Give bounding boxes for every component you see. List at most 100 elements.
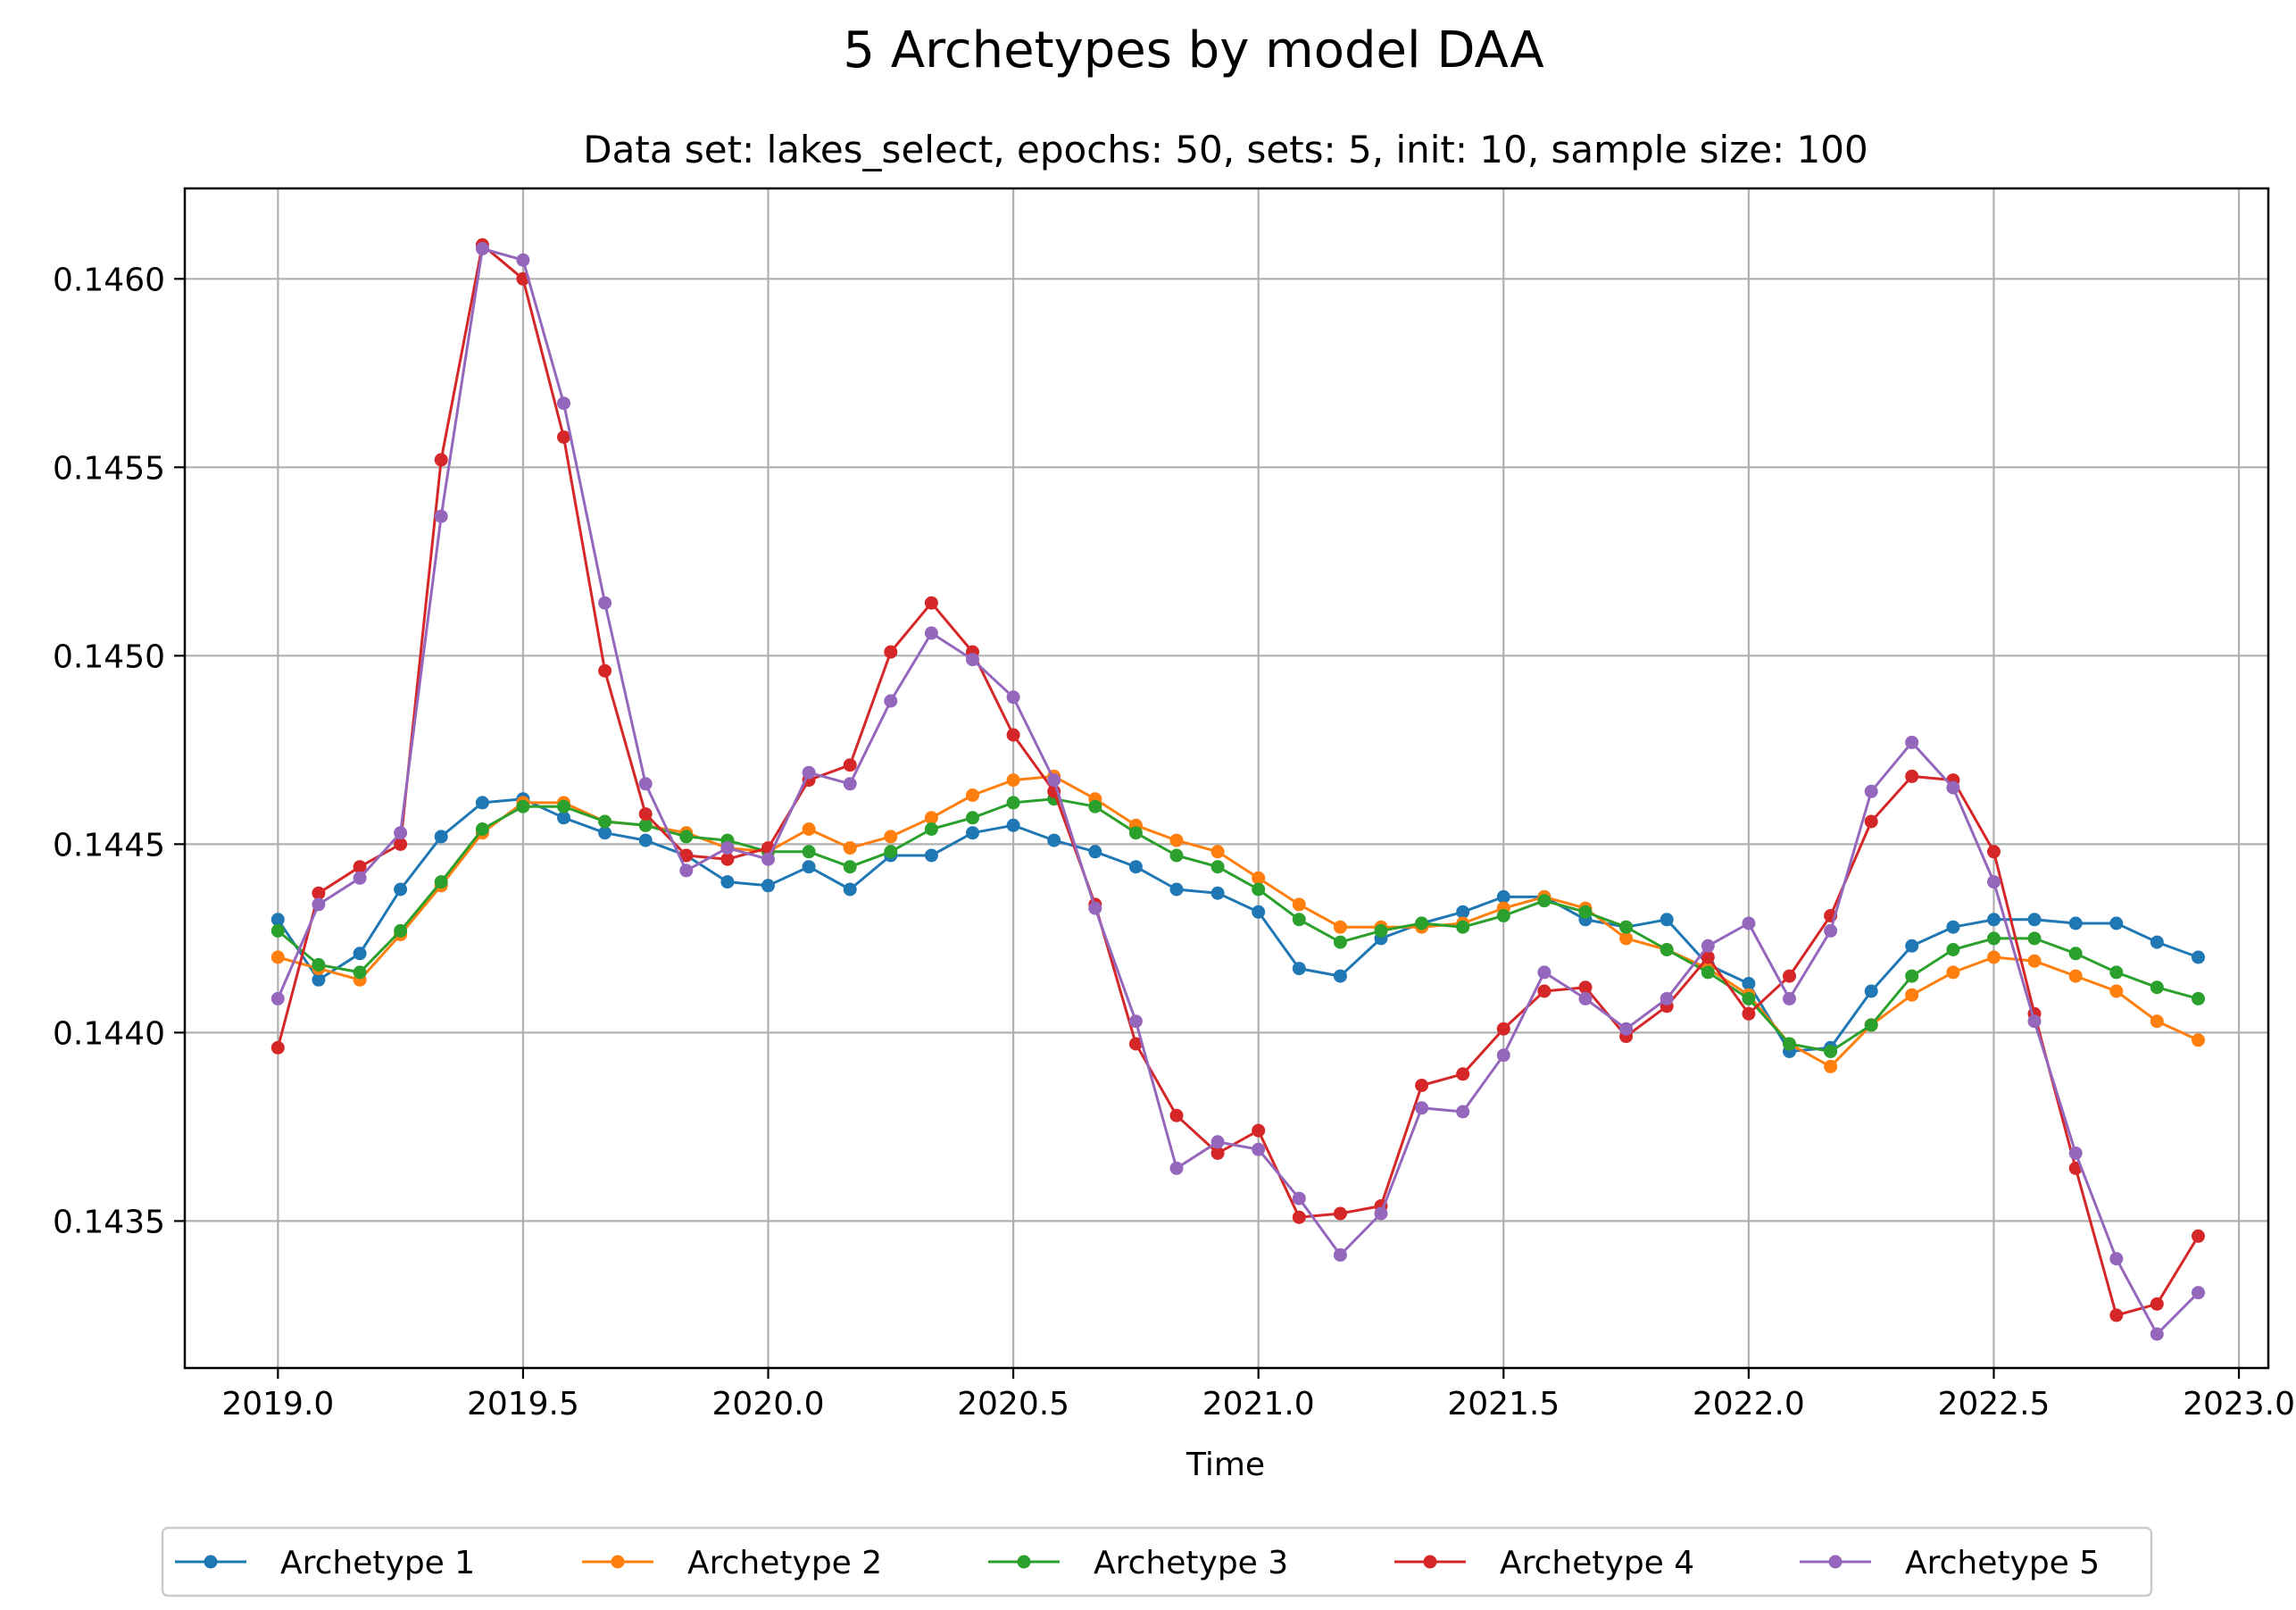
- data-point: [1333, 1247, 1347, 1262]
- data-point: [1619, 920, 1634, 934]
- data-point: [679, 848, 694, 863]
- data-point: [2109, 1252, 2124, 1266]
- data-point: [2192, 1286, 2205, 1300]
- data-point: [1456, 905, 1470, 919]
- data-point: [1742, 977, 1756, 990]
- data-point: [1660, 913, 1674, 927]
- data-point: [1987, 931, 2001, 946]
- x-axis-label: Time: [1185, 1447, 1265, 1483]
- data-point: [270, 923, 285, 938]
- data-point: [2192, 950, 2205, 964]
- data-point: [1864, 1018, 1878, 1032]
- legend-item-3: Archetype 3: [988, 1545, 1288, 1581]
- data-point: [1905, 735, 1919, 749]
- data-point: [2109, 965, 2124, 980]
- grid: [185, 188, 2268, 1368]
- y-tick-label: 0.1450: [53, 638, 165, 675]
- data-point: [394, 923, 408, 938]
- data-point: [1252, 882, 1266, 897]
- x-tick-label: 2019.5: [467, 1386, 579, 1422]
- data-point: [843, 841, 857, 855]
- data-point: [557, 430, 570, 444]
- data-point: [884, 694, 898, 708]
- data-point: [1783, 969, 1796, 983]
- data-point: [1210, 1146, 1225, 1160]
- data-point: [1456, 920, 1470, 934]
- data-point: [353, 947, 367, 961]
- data-point: [394, 837, 408, 851]
- data-point: [1946, 943, 1960, 956]
- data-point: [1047, 833, 1061, 847]
- data-point: [2150, 1014, 2164, 1029]
- data-point: [2150, 1327, 2164, 1341]
- data-point: [2027, 954, 2042, 968]
- data-point: [802, 845, 816, 859]
- data-point: [353, 871, 367, 885]
- data-point: [843, 777, 857, 791]
- data-point: [884, 830, 898, 844]
- x-tick-label: 2020.0: [712, 1386, 825, 1422]
- data-point: [1660, 991, 1674, 1005]
- data-point: [1210, 886, 1225, 900]
- data-point: [638, 777, 653, 791]
- data-point: [966, 788, 979, 802]
- legend-item-4: Archetype 4: [1394, 1545, 1694, 1581]
- legend-label: Archetype 1: [280, 1545, 475, 1581]
- data-point: [516, 253, 530, 267]
- data-point: [843, 882, 857, 897]
- data-point: [434, 509, 448, 523]
- data-point: [2109, 1308, 2124, 1322]
- data-point: [1742, 1006, 1756, 1021]
- data-point: [1006, 818, 1020, 832]
- data-point: [720, 875, 735, 889]
- data-point: [1252, 871, 1266, 885]
- plot-frame: [183, 187, 2270, 1370]
- data-point: [1415, 1079, 1429, 1092]
- data-point: [1824, 923, 1838, 938]
- data-point: [1088, 901, 1102, 915]
- data-point: [1987, 950, 2001, 964]
- data-point: [1415, 916, 1429, 930]
- data-point: [353, 860, 367, 874]
- ticks: 2019.0 2019.5 2020.0 2020.5 2021.0 2021.5 2022…: [53, 262, 2295, 1422]
- data-point: [761, 852, 775, 866]
- data-point: [924, 848, 938, 863]
- data-point: [1824, 1059, 1838, 1073]
- data-point: [475, 822, 489, 836]
- data-point: [1210, 845, 1225, 859]
- data-point: [475, 796, 489, 810]
- data-point: [1578, 991, 1593, 1005]
- data-point: [1905, 988, 1919, 1002]
- data-point: [1619, 931, 1634, 946]
- data-point: [843, 860, 857, 874]
- data-point: [884, 845, 898, 859]
- legend-marker: [204, 1555, 218, 1569]
- data-point: [312, 957, 326, 972]
- data-point: [2027, 913, 2042, 927]
- data-point: [1006, 773, 1020, 788]
- series-line: [277, 797, 2199, 1053]
- legend-item-2: Archetype 2: [582, 1545, 882, 1581]
- legend-box: [161, 1526, 2153, 1597]
- data-point: [1415, 1101, 1429, 1115]
- data-point: [1169, 1161, 1184, 1175]
- data-point: [598, 826, 612, 840]
- data-point: [1292, 1191, 1306, 1205]
- data-point: [2027, 931, 2042, 946]
- data-point: [1742, 916, 1756, 930]
- data-point: [1047, 773, 1061, 788]
- data-point: [1946, 780, 1960, 795]
- data-point: [1374, 923, 1388, 938]
- data-point: [2068, 916, 2083, 930]
- data-point: [1333, 1206, 1347, 1221]
- data-point: [1987, 845, 2001, 859]
- legend-marker: [611, 1555, 625, 1569]
- data-point: [924, 822, 938, 836]
- x-tick-label: 2019.0: [221, 1386, 334, 1422]
- data-point: [924, 596, 938, 610]
- data-point: [1333, 935, 1347, 949]
- data-point: [1333, 920, 1347, 934]
- data-point: [1946, 965, 1960, 980]
- x-tick-label: 2022.0: [1693, 1386, 1805, 1422]
